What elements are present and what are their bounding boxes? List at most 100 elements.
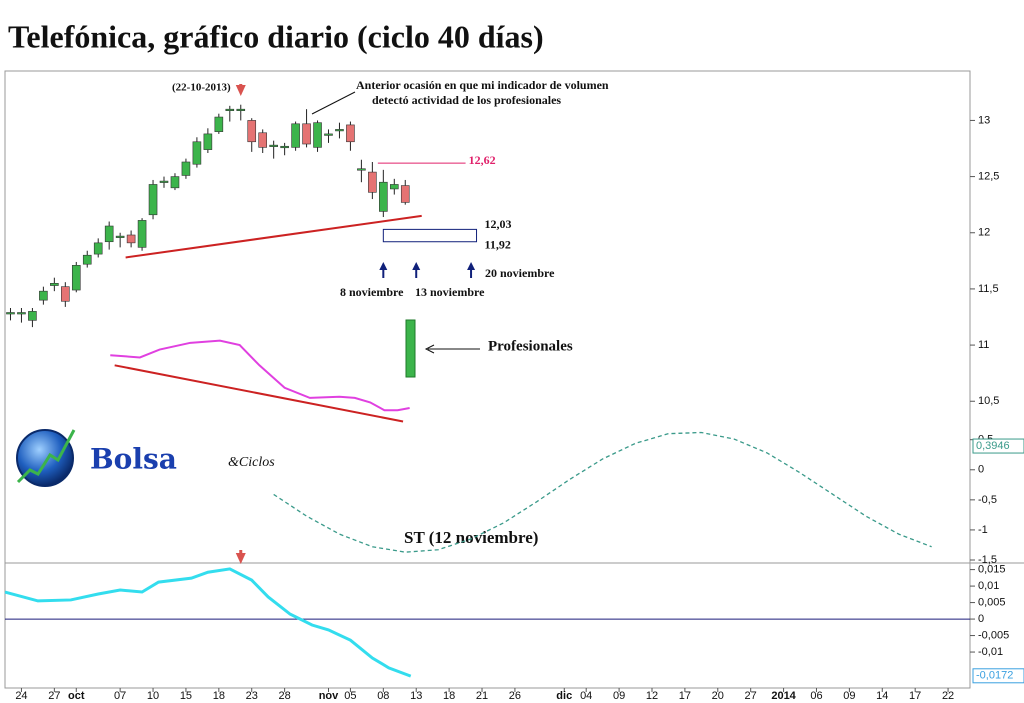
x-tick-label: 15 — [180, 690, 192, 702]
candle-body — [126, 234, 136, 244]
note: Anterior ocasión en que mi indicador de … — [356, 78, 609, 92]
y-tick-label: 0,01 — [978, 580, 999, 592]
x-tick-label: 09 — [843, 690, 855, 702]
candle-body — [258, 132, 267, 148]
zone — [382, 228, 478, 243]
candle-body — [389, 184, 399, 190]
x-tick-label: 10 — [147, 690, 159, 702]
professionals-bar — [405, 319, 416, 378]
line — [114, 364, 404, 423]
logo: Bolsa &Ciclos — [16, 429, 275, 487]
candle-body — [192, 141, 202, 165]
candle-body — [28, 311, 37, 321]
y-tick-label: 0 — [978, 464, 984, 476]
candle-body — [93, 242, 103, 255]
logo-arrow — [16, 429, 76, 484]
annotation-arrow — [379, 262, 388, 270]
candle-body — [400, 185, 410, 203]
candle-body — [82, 254, 92, 265]
candle-body — [368, 171, 377, 193]
annotation-arrow — [235, 85, 246, 96]
x-tick-label: 14 — [876, 690, 888, 702]
note-pointer — [311, 91, 356, 115]
line — [125, 214, 422, 259]
y-tick-label: 0,015 — [978, 564, 1006, 576]
y-tick-label: -0,01 — [978, 646, 1003, 658]
value-box — [972, 668, 1024, 684]
x-tick-label: 18 — [443, 690, 455, 702]
note: Profesionales — [488, 338, 573, 354]
x-tick-label: oct — [68, 690, 85, 702]
y-tick-label: 11,5 — [978, 283, 999, 295]
candle-body — [203, 133, 213, 150]
line — [4, 567, 412, 678]
annotation-label: 13 noviembre — [415, 285, 485, 299]
y-tick-label: 13 — [978, 114, 990, 126]
y-tick-label: 0,005 — [978, 596, 1006, 608]
candle-body — [137, 220, 147, 248]
annotation-label: 20 noviembre — [485, 266, 555, 280]
zone-label: 12,03 — [485, 217, 512, 231]
candle-body — [269, 144, 278, 147]
candle-body — [247, 120, 257, 143]
candle-body — [346, 124, 355, 143]
note: ST (12 noviembre) — [404, 528, 538, 547]
x-tick-label: 27 — [745, 690, 757, 702]
value-box-label: -0,0172 — [976, 670, 1013, 682]
note-pointer-head — [424, 344, 435, 354]
line — [110, 339, 410, 412]
candle-body — [313, 122, 322, 148]
y-tick-label: -0,005 — [978, 629, 1009, 641]
x-tick-label: 18 — [213, 690, 225, 702]
candle-body — [61, 286, 70, 302]
x-tick-label: nov — [319, 690, 339, 702]
x-tick-label: 06 — [810, 690, 822, 702]
x-tick-label: 24 — [15, 690, 27, 702]
candle-body — [159, 180, 169, 183]
annotation-label: 8 noviembre — [340, 285, 404, 299]
candle-body — [291, 123, 300, 148]
x-tick-label: 27 — [48, 690, 60, 702]
x-tick-label: 17 — [909, 690, 921, 702]
candle-body — [170, 176, 180, 189]
x-tick-label: 13 — [410, 690, 422, 702]
level-label: 12,62 — [469, 153, 496, 167]
candle-body — [181, 161, 191, 176]
candle-body — [50, 283, 59, 286]
candle-body — [214, 116, 224, 132]
page-title: Telefónica, gráfico diario (ciclo 40 día… — [8, 18, 544, 54]
value-box-label: 0,3946 — [976, 440, 1010, 452]
y-tick-label: -1,5 — [978, 554, 997, 566]
logo-globe — [16, 429, 74, 487]
candle-body — [39, 290, 48, 301]
x-tick-label: 22 — [942, 690, 954, 702]
x-tick-label: 08 — [377, 690, 389, 702]
candle-body — [6, 312, 15, 315]
candle-body — [379, 181, 388, 212]
x-tick-label: 05 — [344, 690, 356, 702]
note: detectó actividad de los profesionales — [372, 93, 561, 107]
y-tick-label: -0,5 — [978, 494, 997, 506]
y-tick-label: 12,5 — [978, 170, 999, 182]
annotation-label: (22-10-2013) — [172, 82, 231, 94]
x-tick-label: 17 — [679, 690, 691, 702]
candle-body — [115, 235, 125, 238]
x-tick-label: 04 — [580, 690, 592, 702]
y-tick-label: 12 — [978, 227, 990, 239]
x-tick-label: 21 — [476, 690, 488, 702]
x-tick-label: 23 — [246, 690, 258, 702]
y-tick-label: 0 — [978, 613, 984, 625]
candle-body — [17, 312, 26, 315]
x-tick-label: dic — [556, 690, 572, 702]
x-tick-label: 20 — [712, 690, 724, 702]
zone-label: 11,92 — [485, 237, 511, 251]
candle-body — [148, 184, 158, 216]
logo-suffix: &Ciclos — [228, 455, 275, 470]
annotation-arrow — [467, 262, 476, 270]
x-tick-label: 28 — [279, 690, 291, 702]
x-tick-label: 12 — [646, 690, 658, 702]
candle-body — [335, 129, 344, 132]
logo-name: Bolsa — [90, 443, 177, 476]
candle-body — [71, 265, 81, 291]
